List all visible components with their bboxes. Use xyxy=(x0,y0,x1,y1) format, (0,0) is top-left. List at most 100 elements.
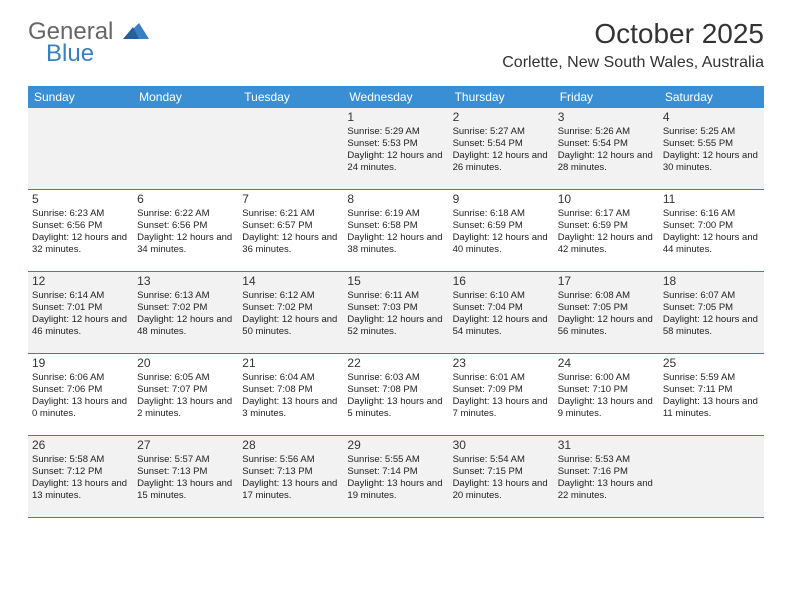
sunset-line: Sunset: 7:02 PM xyxy=(242,302,339,314)
day-cell: 20Sunrise: 6:05 AMSunset: 7:07 PMDayligh… xyxy=(133,354,238,436)
sunrise-line: Sunrise: 6:21 AM xyxy=(242,208,339,220)
sunset-line: Sunset: 6:56 PM xyxy=(32,220,129,232)
sunset-line: Sunset: 7:15 PM xyxy=(453,466,550,478)
day-number: 25 xyxy=(663,356,760,371)
sunset-line: Sunset: 7:13 PM xyxy=(137,466,234,478)
sunrise-line: Sunrise: 6:19 AM xyxy=(347,208,444,220)
day-cell: 22Sunrise: 6:03 AMSunset: 7:08 PMDayligh… xyxy=(343,354,448,436)
daylight-line: Daylight: 12 hours and 30 minutes. xyxy=(663,150,760,174)
sunrise-line: Sunrise: 5:58 AM xyxy=(32,454,129,466)
daylight-line: Daylight: 13 hours and 22 minutes. xyxy=(558,478,655,502)
sunset-line: Sunset: 7:05 PM xyxy=(558,302,655,314)
sunset-line: Sunset: 7:13 PM xyxy=(242,466,339,478)
sunrise-line: Sunrise: 6:22 AM xyxy=(137,208,234,220)
day-cell: 3Sunrise: 5:26 AMSunset: 5:54 PMDaylight… xyxy=(554,108,659,190)
daylight-line: Daylight: 12 hours and 56 minutes. xyxy=(558,314,655,338)
sunrise-line: Sunrise: 6:00 AM xyxy=(558,372,655,384)
sunset-line: Sunset: 5:54 PM xyxy=(558,138,655,150)
daylight-line: Daylight: 13 hours and 20 minutes. xyxy=(453,478,550,502)
day-cell: 26Sunrise: 5:58 AMSunset: 7:12 PMDayligh… xyxy=(28,436,133,518)
day-number: 11 xyxy=(663,192,760,207)
day-cell: 2Sunrise: 5:27 AMSunset: 5:54 PMDaylight… xyxy=(449,108,554,190)
day-number: 21 xyxy=(242,356,339,371)
sunrise-line: Sunrise: 6:01 AM xyxy=(453,372,550,384)
day-number: 10 xyxy=(558,192,655,207)
daylight-line: Daylight: 12 hours and 48 minutes. xyxy=(137,314,234,338)
daylight-line: Daylight: 13 hours and 17 minutes. xyxy=(242,478,339,502)
day-number: 16 xyxy=(453,274,550,289)
day-cell: 16Sunrise: 6:10 AMSunset: 7:04 PMDayligh… xyxy=(449,272,554,354)
day-cell: 15Sunrise: 6:11 AMSunset: 7:03 PMDayligh… xyxy=(343,272,448,354)
daylight-line: Daylight: 12 hours and 42 minutes. xyxy=(558,232,655,256)
day-cell: 24Sunrise: 6:00 AMSunset: 7:10 PMDayligh… xyxy=(554,354,659,436)
day-number: 26 xyxy=(32,438,129,453)
day-number: 17 xyxy=(558,274,655,289)
day-cell: 25Sunrise: 5:59 AMSunset: 7:11 PMDayligh… xyxy=(659,354,764,436)
sunrise-line: Sunrise: 6:08 AM xyxy=(558,290,655,302)
sunset-line: Sunset: 7:08 PM xyxy=(347,384,444,396)
sunrise-line: Sunrise: 6:13 AM xyxy=(137,290,234,302)
sunrise-line: Sunrise: 6:18 AM xyxy=(453,208,550,220)
sunrise-line: Sunrise: 5:29 AM xyxy=(347,126,444,138)
day-cell: 30Sunrise: 5:54 AMSunset: 7:15 PMDayligh… xyxy=(449,436,554,518)
daylight-line: Daylight: 12 hours and 44 minutes. xyxy=(663,232,760,256)
daylight-line: Daylight: 12 hours and 24 minutes. xyxy=(347,150,444,174)
day-number: 15 xyxy=(347,274,444,289)
sunset-line: Sunset: 7:14 PM xyxy=(347,466,444,478)
sunrise-line: Sunrise: 6:16 AM xyxy=(663,208,760,220)
sunset-line: Sunset: 7:11 PM xyxy=(663,384,760,396)
day-cell: 12Sunrise: 6:14 AMSunset: 7:01 PMDayligh… xyxy=(28,272,133,354)
daylight-line: Daylight: 13 hours and 5 minutes. xyxy=(347,396,444,420)
day-cell: 29Sunrise: 5:55 AMSunset: 7:14 PMDayligh… xyxy=(343,436,448,518)
sunrise-line: Sunrise: 5:25 AM xyxy=(663,126,760,138)
sunset-line: Sunset: 7:10 PM xyxy=(558,384,655,396)
daylight-line: Daylight: 12 hours and 36 minutes. xyxy=(242,232,339,256)
daylight-line: Daylight: 13 hours and 2 minutes. xyxy=(137,396,234,420)
day-cell: 9Sunrise: 6:18 AMSunset: 6:59 PMDaylight… xyxy=(449,190,554,272)
day-number: 8 xyxy=(347,192,444,207)
day-cell: 19Sunrise: 6:06 AMSunset: 7:06 PMDayligh… xyxy=(28,354,133,436)
sunset-line: Sunset: 7:03 PM xyxy=(347,302,444,314)
day-number: 1 xyxy=(347,110,444,125)
day-cell: 10Sunrise: 6:17 AMSunset: 6:59 PMDayligh… xyxy=(554,190,659,272)
day-cell: 1Sunrise: 5:29 AMSunset: 5:53 PMDaylight… xyxy=(343,108,448,190)
day-number: 23 xyxy=(453,356,550,371)
day-header: Monday xyxy=(133,86,238,108)
daylight-line: Daylight: 13 hours and 3 minutes. xyxy=(242,396,339,420)
day-number: 4 xyxy=(663,110,760,125)
sunset-line: Sunset: 6:57 PM xyxy=(242,220,339,232)
daylight-line: Daylight: 12 hours and 52 minutes. xyxy=(347,314,444,338)
sunrise-line: Sunrise: 6:12 AM xyxy=(242,290,339,302)
logo: General Blue xyxy=(28,18,149,68)
daylight-line: Daylight: 13 hours and 13 minutes. xyxy=(32,478,129,502)
day-header: Wednesday xyxy=(343,86,448,108)
daylight-line: Daylight: 12 hours and 46 minutes. xyxy=(32,314,129,338)
daylight-line: Daylight: 13 hours and 9 minutes. xyxy=(558,396,655,420)
empty-cell xyxy=(28,108,133,190)
day-number: 3 xyxy=(558,110,655,125)
sunrise-line: Sunrise: 6:03 AM xyxy=(347,372,444,384)
sunset-line: Sunset: 6:58 PM xyxy=(347,220,444,232)
day-number: 14 xyxy=(242,274,339,289)
sunrise-line: Sunrise: 5:53 AM xyxy=(558,454,655,466)
day-cell: 11Sunrise: 6:16 AMSunset: 7:00 PMDayligh… xyxy=(659,190,764,272)
empty-cell xyxy=(238,108,343,190)
sunrise-line: Sunrise: 6:23 AM xyxy=(32,208,129,220)
day-cell: 18Sunrise: 6:07 AMSunset: 7:05 PMDayligh… xyxy=(659,272,764,354)
sunset-line: Sunset: 7:04 PM xyxy=(453,302,550,314)
daylight-line: Daylight: 12 hours and 50 minutes. xyxy=(242,314,339,338)
sunrise-line: Sunrise: 5:57 AM xyxy=(137,454,234,466)
sunset-line: Sunset: 5:55 PM xyxy=(663,138,760,150)
daylight-line: Daylight: 13 hours and 19 minutes. xyxy=(347,478,444,502)
day-cell: 21Sunrise: 6:04 AMSunset: 7:08 PMDayligh… xyxy=(238,354,343,436)
sunrise-line: Sunrise: 5:26 AM xyxy=(558,126,655,138)
header: General Blue October 2025 Corlette, New … xyxy=(0,0,792,78)
day-cell: 5Sunrise: 6:23 AMSunset: 6:56 PMDaylight… xyxy=(28,190,133,272)
calendar: SundayMondayTuesdayWednesdayThursdayFrid… xyxy=(28,86,764,518)
day-cell: 27Sunrise: 5:57 AMSunset: 7:13 PMDayligh… xyxy=(133,436,238,518)
day-number: 6 xyxy=(137,192,234,207)
sunset-line: Sunset: 7:02 PM xyxy=(137,302,234,314)
day-number: 28 xyxy=(242,438,339,453)
sunrise-line: Sunrise: 6:11 AM xyxy=(347,290,444,302)
day-header-row: SundayMondayTuesdayWednesdayThursdayFrid… xyxy=(28,86,764,108)
